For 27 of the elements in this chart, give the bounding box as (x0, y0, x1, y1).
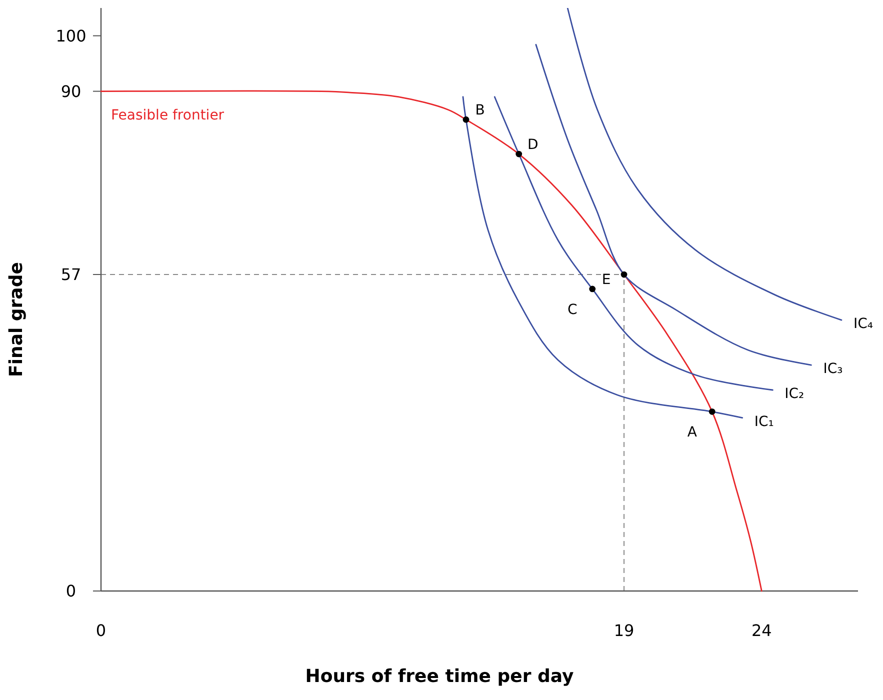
series-label: Feasible frontier (111, 107, 224, 124)
line-series (462, 96, 744, 418)
y-tick-label: 90 (60, 82, 82, 101)
point (516, 150, 522, 158)
line-series (494, 96, 774, 391)
y-tick-label: 100 (56, 26, 86, 46)
series-label: IC₃ (823, 361, 843, 378)
line-series (566, 8, 842, 321)
series-label: IC₁ (754, 414, 774, 430)
point (589, 286, 596, 292)
x-axis-title: Hours of free time per day (305, 666, 574, 687)
point (462, 116, 470, 123)
series-label: IC₄ (853, 316, 874, 332)
point (620, 271, 628, 278)
annotation: C (567, 302, 578, 318)
y-tick-label: 57 (60, 265, 82, 284)
x-tick-label: 24 (751, 621, 772, 640)
point (708, 408, 716, 415)
x-tick-label: 19 (614, 621, 634, 640)
annotation: A (687, 424, 698, 441)
y-axis-title: Final grade (6, 262, 27, 377)
annotation: E (602, 272, 611, 288)
x-tick-label: 0 (96, 621, 106, 640)
series-label: IC₂ (784, 386, 804, 402)
annotation: D (527, 136, 538, 153)
y-tick-label: 0 (66, 582, 76, 601)
annotation: B (475, 102, 485, 119)
